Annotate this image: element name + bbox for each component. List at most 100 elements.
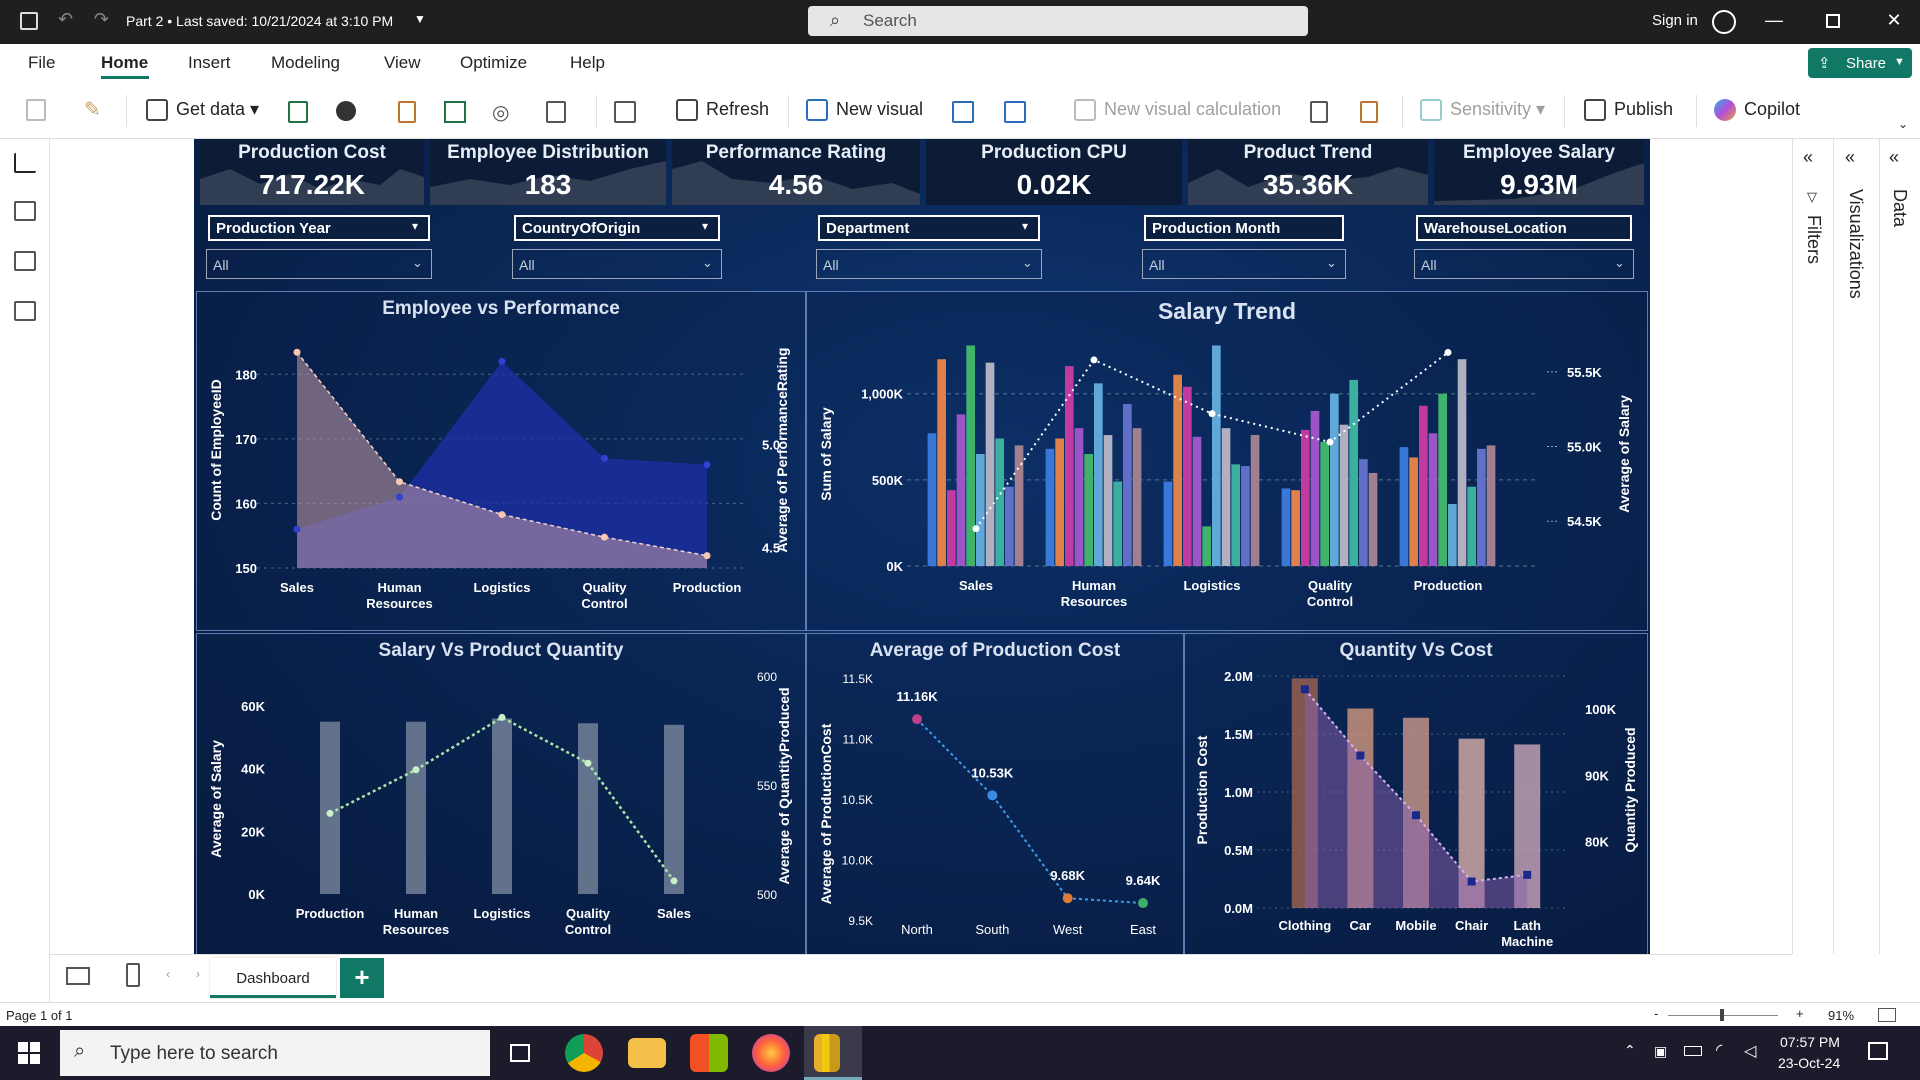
sign-in-link[interactable]: Sign in	[1652, 12, 1698, 29]
menu-home[interactable]: Home	[101, 53, 149, 72]
chevron-down-icon[interactable]: ⌄	[412, 255, 423, 270]
menu-file[interactable]: File	[28, 53, 56, 72]
visual-salary-trend[interactable]: Salary Trend 0K 500K 1,000K 54.5K 55.0K 55.5K…	[806, 291, 1648, 631]
menu-modeling[interactable]: Modeling	[271, 53, 340, 72]
visual-salary-vs-product-quantity[interactable]: Salary Vs Product Quantity 0K 20K 40K 60K 50…	[196, 633, 806, 956]
sql-icon[interactable]	[398, 101, 416, 123]
filters-pane-tab[interactable]: Filters	[1804, 215, 1824, 264]
new-visual-calculation-button[interactable]: New visual calculation	[1074, 99, 1281, 122]
task-view-icon[interactable]	[510, 1044, 530, 1062]
format-painter-icon[interactable]: ✎	[84, 99, 101, 121]
chevron-down-icon[interactable]: ▾	[702, 219, 709, 233]
paste-icon[interactable]	[26, 99, 46, 121]
new-visual-button[interactable]: New visual	[806, 99, 923, 122]
model-view-icon[interactable]	[14, 251, 36, 271]
maximize-icon[interactable]	[1826, 14, 1840, 28]
slicer-country-dropdown[interactable]: All	[512, 249, 722, 279]
enter-data-icon[interactable]	[444, 101, 466, 123]
file-explorer-icon[interactable]	[628, 1038, 666, 1068]
menu-insert[interactable]: Insert	[188, 53, 231, 72]
minimize-icon[interactable]: —	[1765, 10, 1783, 30]
next-page-icon[interactable]: ›	[196, 967, 200, 981]
clock-time[interactable]: 07:57 PM	[1780, 1034, 1840, 1050]
save-icon[interactable]	[20, 12, 38, 30]
kpi-card-production-cpu[interactable]: Production CPU 0.02K	[926, 139, 1182, 205]
zoom-level[interactable]: 91%	[1828, 1008, 1855, 1023]
more-visuals-icon[interactable]	[1004, 101, 1026, 123]
share-button[interactable]: ⇪ Share ▼	[1808, 48, 1912, 78]
chevron-down-icon[interactable]: ⌄	[1022, 255, 1033, 270]
menu-help[interactable]: Help	[570, 53, 605, 72]
sensitivity-button[interactable]: Sensitivity ▾	[1420, 99, 1545, 122]
chrome-icon[interactable]	[565, 1034, 603, 1072]
chevron-down-icon[interactable]: ⌄	[1614, 255, 1625, 270]
visualizations-pane-tab[interactable]: Visualizations	[1846, 189, 1866, 299]
recent-sources-icon[interactable]: ◎	[492, 102, 510, 124]
show-hidden-icons[interactable]: ⌃	[1624, 1042, 1636, 1058]
collapse-data-icon[interactable]: «	[1889, 147, 1900, 167]
copilot-button[interactable]: Copilot	[1714, 99, 1800, 122]
taskbar-search[interactable]: ⌕ Type here to search	[60, 1030, 490, 1076]
notification-icon[interactable]	[1868, 1042, 1888, 1060]
table-view-icon[interactable]	[14, 201, 36, 221]
redo-icon[interactable]: ↷	[94, 9, 110, 29]
add-page-button[interactable]: +	[340, 958, 384, 998]
kpi-card-production-cost[interactable]: Production Cost 717.22K	[200, 139, 424, 205]
meet-now-icon[interactable]: ▣	[1654, 1043, 1668, 1059]
chevron-down-icon[interactable]: ▾	[412, 219, 419, 233]
text-box-icon[interactable]	[952, 101, 974, 123]
search-box[interactable]: ⌕ Search	[808, 6, 1308, 36]
refresh-button[interactable]: Refresh	[676, 99, 769, 122]
transform-data-icon[interactable]	[546, 101, 566, 123]
undo-icon[interactable]: ↶	[58, 9, 74, 29]
fit-to-page-icon[interactable]	[1878, 1008, 1896, 1022]
account-icon[interactable]	[1712, 10, 1736, 34]
get-data-button[interactable]: Get data ▾	[146, 99, 259, 122]
chevron-down-icon[interactable]: ⌄	[1326, 255, 1337, 270]
collapse-ribbon-icon[interactable]: ⌄	[1898, 117, 1909, 131]
dataverse-icon[interactable]	[336, 101, 356, 121]
quick-measure-icon[interactable]	[1360, 101, 1378, 123]
kpi-card-employee-distribution[interactable]: Employee Distribution 183	[430, 139, 666, 205]
kpi-card-performance-rating[interactable]: Performance Rating 4.56	[672, 139, 920, 205]
power-bi-icon[interactable]	[814, 1034, 840, 1072]
slicer-production-month-dropdown[interactable]: All	[1142, 249, 1346, 279]
battery-icon[interactable]	[1684, 1046, 1702, 1056]
report-view-icon[interactable]	[14, 153, 36, 173]
data-pane-tab[interactable]: Data	[1890, 189, 1910, 228]
kpi-card-employee-salary[interactable]: Employee Salary 9.93M	[1434, 139, 1644, 205]
zoom-slider-thumb[interactable]	[1720, 1009, 1724, 1021]
new-measure-icon[interactable]	[1310, 101, 1328, 123]
chevron-down-icon[interactable]: ▼	[414, 12, 426, 26]
visual-quantity-vs-cost[interactable]: Quantity Vs Cost 0.0M 0.5M 1.0M 1.5M 2.0M 80K…	[1184, 633, 1648, 956]
menu-view[interactable]: View	[384, 53, 421, 72]
firefox-icon[interactable]	[752, 1034, 790, 1072]
windows-start-icon[interactable]	[18, 1042, 40, 1064]
menu-optimize[interactable]: Optimize	[460, 53, 528, 72]
excel-icon[interactable]	[288, 101, 308, 123]
publish-button[interactable]: Publish	[1584, 99, 1673, 122]
visual-average-production-cost[interactable]: Average of Production Cost 9.5K 10.0K 10.5…	[806, 633, 1184, 956]
prev-page-icon[interactable]: ‹	[166, 967, 170, 981]
edit-queries-icon[interactable]	[614, 101, 636, 123]
kpi-card-product-trend[interactable]: Product Trend 35.36K	[1188, 139, 1428, 205]
chevron-down-icon[interactable]: ▾	[1022, 219, 1029, 233]
chevron-down-icon[interactable]: ⌄	[702, 255, 713, 270]
zoom-out-button[interactable]: -	[1654, 1006, 1659, 1021]
dax-query-icon[interactable]	[14, 301, 36, 321]
collapse-filters-icon[interactable]: «	[1803, 147, 1814, 167]
document-title[interactable]: Part 2 • Last saved: 10/21/2024 at 3:10 …	[126, 13, 394, 29]
slicer-production-year-dropdown[interactable]: All	[206, 249, 432, 279]
zoom-in-button[interactable]: +	[1796, 1006, 1804, 1021]
clock-date[interactable]: 23-Oct-24	[1778, 1055, 1841, 1071]
page-tab-dashboard[interactable]: Dashboard	[210, 958, 336, 998]
desktop-layout-icon[interactable]	[66, 967, 90, 985]
visual-employee-vs-performance[interactable]: Employee vs Performance 150 160 170 180 4.5 5…	[196, 291, 806, 631]
mobile-layout-icon[interactable]	[126, 963, 140, 987]
store-icon[interactable]	[690, 1034, 728, 1072]
collapse-visualizations-icon[interactable]: «	[1845, 147, 1856, 167]
wifi-icon[interactable]: ◜	[1716, 1042, 1723, 1059]
slicer-department-dropdown[interactable]: All	[816, 249, 1042, 279]
close-icon[interactable]: ✕	[1886, 10, 1902, 30]
slicer-warehouse-dropdown[interactable]: All	[1414, 249, 1634, 279]
